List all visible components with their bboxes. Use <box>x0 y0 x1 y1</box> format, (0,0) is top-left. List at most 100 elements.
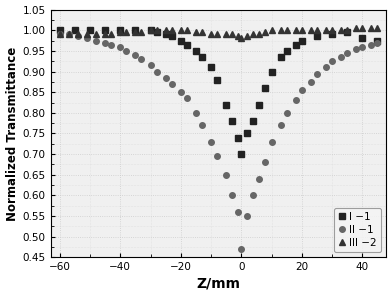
II −1 <box>169 82 174 86</box>
II −1 <box>215 155 220 158</box>
II −1 <box>245 214 250 218</box>
Line: I −1: I −1 <box>57 28 380 157</box>
II −1 <box>239 247 243 251</box>
I −1 <box>245 132 250 135</box>
II −1 <box>109 43 114 46</box>
II −1 <box>103 41 107 44</box>
III −2 <box>245 35 250 38</box>
II −1 <box>236 210 241 214</box>
III −2 <box>85 33 89 36</box>
Y-axis label: Normalized Transmittance: Normalized Transmittance <box>5 46 18 221</box>
III −2 <box>94 33 98 36</box>
III −2 <box>309 28 313 32</box>
I −1 <box>154 30 159 34</box>
III −2 <box>251 33 256 36</box>
I −1 <box>251 119 256 123</box>
III −2 <box>215 33 220 36</box>
III −2 <box>330 28 334 32</box>
I −1 <box>314 35 319 38</box>
III −2 <box>324 28 328 32</box>
III −2 <box>169 28 174 32</box>
II −1 <box>330 59 334 63</box>
III −2 <box>154 28 159 32</box>
Legend: I −1, II −1, III −2: I −1, II −1, III −2 <box>334 207 381 252</box>
II −1 <box>118 45 123 49</box>
I −1 <box>263 86 268 90</box>
II −1 <box>200 123 204 127</box>
II −1 <box>324 66 328 69</box>
II −1 <box>299 88 304 92</box>
III −2 <box>139 30 144 34</box>
I −1 <box>269 70 274 73</box>
III −2 <box>185 28 189 32</box>
I −1 <box>178 39 183 42</box>
III −2 <box>239 37 243 40</box>
I −1 <box>73 28 77 32</box>
III −2 <box>103 33 107 36</box>
III −2 <box>200 30 204 34</box>
II −1 <box>154 70 159 73</box>
III −2 <box>118 30 123 34</box>
II −1 <box>124 49 129 53</box>
III −2 <box>67 33 71 36</box>
II −1 <box>369 43 374 46</box>
I −1 <box>330 33 334 36</box>
I −1 <box>278 55 283 59</box>
I −1 <box>148 28 153 32</box>
II −1 <box>194 111 198 115</box>
III −2 <box>133 30 138 34</box>
I −1 <box>118 28 123 32</box>
III −2 <box>339 28 343 32</box>
II −1 <box>94 39 98 42</box>
II −1 <box>58 33 62 36</box>
I −1 <box>163 33 168 36</box>
II −1 <box>178 90 183 94</box>
I −1 <box>103 28 107 32</box>
I −1 <box>58 28 62 32</box>
Line: III −2: III −2 <box>57 25 380 41</box>
II −1 <box>85 37 89 40</box>
II −1 <box>257 177 262 181</box>
I −1 <box>200 55 204 59</box>
II −1 <box>284 111 289 115</box>
III −2 <box>263 30 268 34</box>
I −1 <box>215 78 220 82</box>
II −1 <box>360 45 365 49</box>
III −2 <box>360 26 365 30</box>
I −1 <box>185 43 189 46</box>
I −1 <box>345 30 350 34</box>
I −1 <box>133 28 138 32</box>
I −1 <box>236 136 241 139</box>
III −2 <box>369 26 374 30</box>
III −2 <box>209 33 213 36</box>
III −2 <box>148 28 153 32</box>
III −2 <box>314 28 319 32</box>
I −1 <box>293 43 298 46</box>
I −1 <box>239 152 243 156</box>
III −2 <box>230 33 234 36</box>
I −1 <box>375 39 380 42</box>
I −1 <box>360 37 365 40</box>
III −2 <box>163 28 168 32</box>
III −2 <box>345 28 350 32</box>
I −1 <box>88 28 93 32</box>
II −1 <box>76 35 80 38</box>
II −1 <box>345 51 350 55</box>
III −2 <box>109 33 114 36</box>
II −1 <box>163 76 168 80</box>
II −1 <box>209 140 213 144</box>
I −1 <box>284 49 289 53</box>
III −2 <box>375 26 380 30</box>
III −2 <box>58 33 62 36</box>
I −1 <box>230 119 234 123</box>
I −1 <box>169 35 174 38</box>
II −1 <box>185 96 189 100</box>
II −1 <box>278 123 283 127</box>
III −2 <box>194 30 198 34</box>
II −1 <box>375 41 380 44</box>
Line: II −1: II −1 <box>57 32 380 252</box>
II −1 <box>139 57 144 61</box>
III −2 <box>293 28 298 32</box>
III −2 <box>76 33 80 36</box>
I −1 <box>194 49 198 53</box>
